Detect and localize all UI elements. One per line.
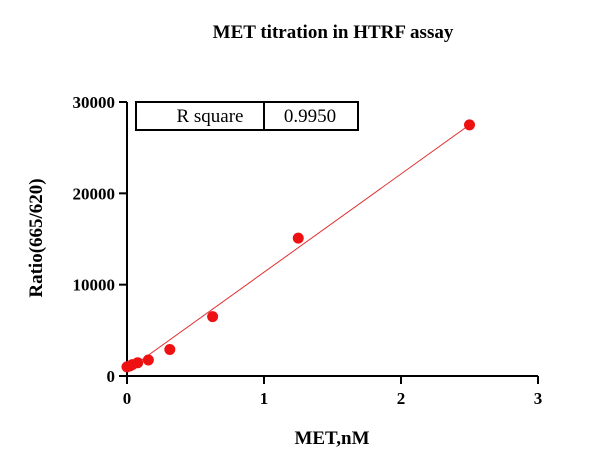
y-tick-label: 30000 bbox=[73, 93, 116, 112]
r-square-box-frame bbox=[135, 101, 359, 131]
r-square-label: R square bbox=[176, 106, 243, 127]
x-tick-label: 3 bbox=[534, 389, 543, 408]
data-point bbox=[142, 354, 154, 366]
fit-line-group bbox=[126, 124, 470, 371]
axes bbox=[126, 102, 538, 377]
data-point bbox=[292, 232, 304, 244]
r-square-box: R square 0.9950 bbox=[135, 101, 359, 131]
data-point bbox=[132, 357, 144, 369]
chart-title: MET titration in HTRF assay bbox=[213, 22, 454, 43]
x-tick-label: 1 bbox=[260, 389, 269, 408]
r-square-value: 0.9950 bbox=[284, 106, 336, 127]
y-tick-label: 10000 bbox=[73, 276, 116, 295]
y-tick-label: 0 bbox=[107, 367, 116, 386]
x-tick-label: 2 bbox=[397, 389, 406, 408]
data-points bbox=[121, 119, 475, 373]
x-tick-label: 0 bbox=[123, 389, 132, 408]
ticks: 0 1 2 3 0 10000 20000 30000 bbox=[73, 93, 543, 408]
fit-line bbox=[126, 124, 470, 371]
y-axis-label: Ratio(665/620) bbox=[26, 178, 47, 297]
data-point bbox=[164, 344, 176, 356]
data-point bbox=[464, 119, 475, 131]
y-tick-label: 20000 bbox=[73, 184, 116, 203]
x-axis-label: MET,nM bbox=[294, 428, 369, 449]
data-point bbox=[207, 311, 219, 323]
